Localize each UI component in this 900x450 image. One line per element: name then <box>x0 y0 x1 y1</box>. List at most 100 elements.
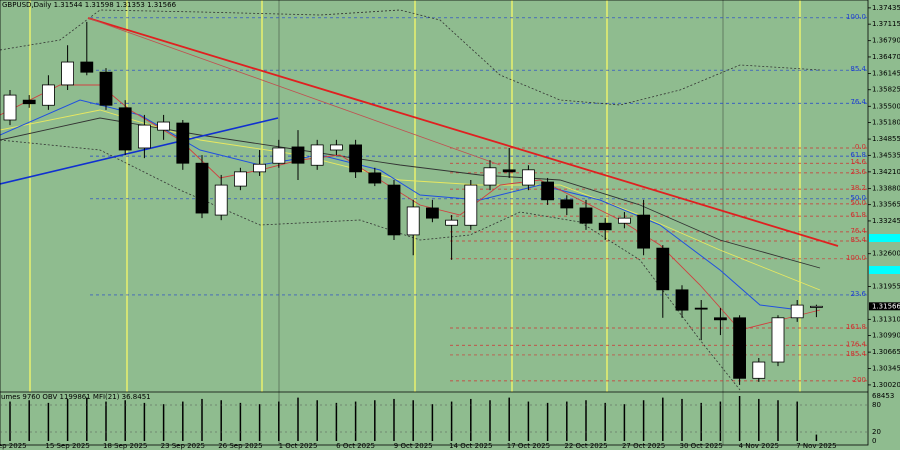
candle-body <box>80 61 94 73</box>
candle-body <box>253 163 267 173</box>
y-tick-label: 1.34210 <box>872 168 900 176</box>
candle-body <box>118 107 132 151</box>
candle-body <box>214 184 228 216</box>
fib-label: 50.0 <box>850 194 866 202</box>
x-tick-label: 30 Oct 2025 <box>680 442 723 450</box>
y-tick-label: 1.33880 <box>872 185 900 193</box>
fib-label: 38.2 <box>850 184 866 192</box>
x-tick-label: 17 Oct 2025 <box>507 442 550 450</box>
fib-label: 23.6 <box>850 168 866 176</box>
price-marker <box>869 266 900 274</box>
volume-tick-label: 68453 <box>872 392 894 400</box>
price-marker <box>869 234 900 242</box>
y-tick-label: 1.33245 <box>872 217 900 225</box>
time-markers <box>29 0 801 445</box>
candle-body <box>502 169 516 173</box>
x-tick-label: Sep 2025 <box>0 442 27 450</box>
candle-body <box>272 147 286 164</box>
fib-label: 76.4 <box>850 227 866 235</box>
candle-body <box>387 184 401 236</box>
fib-label: 161.8 <box>846 323 866 331</box>
x-tick-label: 26 Sep 2025 <box>218 442 262 450</box>
fib-label: 100.0 <box>846 254 866 262</box>
candle-body <box>329 144 343 151</box>
candle-body <box>464 184 478 226</box>
x-tick-label: 22 Oct 2025 <box>564 442 607 450</box>
y-tick-label: 1.34535 <box>872 151 900 159</box>
candle-body <box>195 162 209 214</box>
bollinger-lower <box>0 139 741 391</box>
fib-label: 61.8 <box>850 211 866 219</box>
y-tick-label: 1.36790 <box>872 37 900 45</box>
candle-body <box>42 84 55 106</box>
candle-body <box>694 307 708 310</box>
candle-body <box>310 144 324 166</box>
y-tick-label: 1.35825 <box>872 86 900 94</box>
candle-body <box>541 181 554 201</box>
y-tick-label: 1.31310 <box>872 315 900 323</box>
candle-body <box>483 167 497 186</box>
candle-body <box>406 206 420 236</box>
trend-line <box>0 117 279 185</box>
last-price-box <box>869 302 900 311</box>
candle-body <box>733 317 746 379</box>
y-tick-label: 1.37115 <box>872 20 900 28</box>
trend-line <box>87 17 839 247</box>
candle-body <box>522 169 535 186</box>
candle-body <box>656 247 670 291</box>
y-tick-label: 1.30665 <box>872 348 900 356</box>
fib-label: 100.0 <box>846 13 866 21</box>
y-tick-label: 1.32600 <box>872 250 900 258</box>
fib-label: 23.6 <box>850 290 866 298</box>
candle-body <box>771 317 785 363</box>
candle-body <box>618 217 631 224</box>
y-tick-label: 1.36145 <box>872 69 900 77</box>
y-tick-label: 1.30020 <box>872 381 900 389</box>
candle-body <box>99 71 113 106</box>
candle-body <box>291 146 305 164</box>
candle-body <box>675 289 689 311</box>
y-tick-label: 1.35180 <box>872 119 900 127</box>
mfi-tick-label: 20 <box>872 428 881 436</box>
candle-body <box>3 94 17 121</box>
bollinger-upper <box>0 9 821 106</box>
mfi-tick-label: 80 <box>872 401 881 409</box>
x-tick-label: 18 Sep 2025 <box>103 442 147 450</box>
fib-label: 200 <box>853 376 866 384</box>
y-tick-label: 1.37435 <box>872 4 900 12</box>
trend-line <box>87 17 501 166</box>
candle-body <box>714 317 727 321</box>
x-tick-label: 23 Sep 2025 <box>161 442 205 450</box>
candle-body <box>22 99 36 105</box>
y-tick-label: 1.33565 <box>872 201 900 209</box>
candle-body <box>425 207 439 219</box>
fib-label: 14.6 <box>850 158 866 166</box>
fib-label: 76.4 <box>850 98 866 106</box>
candle-body <box>233 171 247 187</box>
candle-body <box>137 124 151 149</box>
candle-body <box>368 172 382 184</box>
candles <box>3 21 823 385</box>
plot-frame <box>0 0 869 446</box>
axes: 1.37435 1.37115 1.36790 1.36470 1.36145 1.358… <box>0 4 900 450</box>
x-tick-label: 27 Oct 2025 <box>622 442 665 450</box>
fib-levels: 100.085.476.40.061.814.623.638.250.050.0… <box>90 13 868 384</box>
y-tick-label: 1.36470 <box>872 53 900 61</box>
candle-body <box>579 207 593 224</box>
candle-body <box>637 214 650 249</box>
candle-body <box>598 222 612 231</box>
candle-body <box>810 305 823 308</box>
x-tick-label: 14 Oct 2025 <box>449 442 492 450</box>
fib-label: 185.4 <box>846 350 867 358</box>
fib-label: 176.4 <box>846 340 867 348</box>
volume-tick-label: 0 <box>872 437 876 445</box>
candle-body <box>61 61 74 86</box>
candle-body <box>790 304 804 319</box>
x-tick-label: 4 Nov 2025 <box>739 442 779 450</box>
y-tick-label: 1.35500 <box>872 102 900 110</box>
moving-average <box>0 84 821 331</box>
y-tick-label: 1.30990 <box>872 332 900 340</box>
candle-body <box>445 219 459 226</box>
last-price-label: 1.31566 <box>872 302 900 310</box>
